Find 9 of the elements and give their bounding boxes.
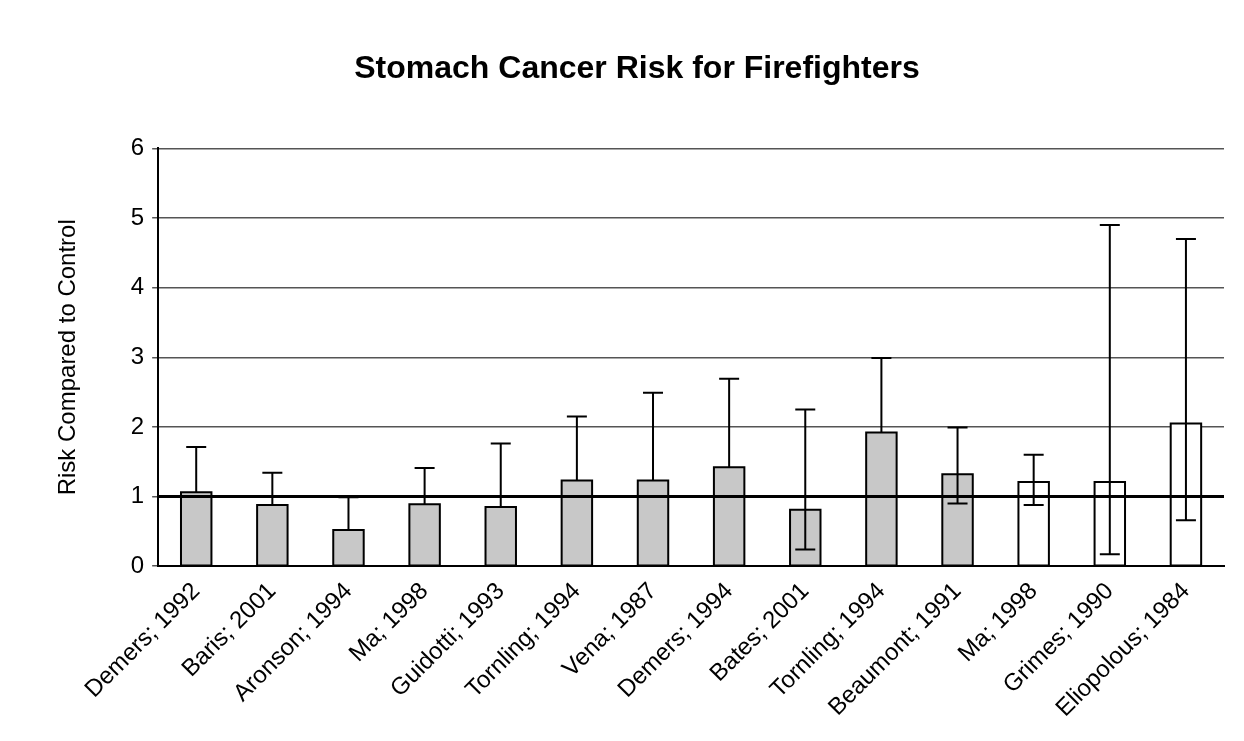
- chart-title: Stomach Cancer Risk for Firefighters: [354, 49, 920, 86]
- y-tick-label: 0: [130, 550, 145, 578]
- y-tick-label: 4: [130, 272, 145, 300]
- y-axis-title: Risk Compared to Control: [53, 219, 81, 496]
- y-tick-label: 1: [130, 481, 145, 509]
- y-tick-label: 3: [130, 341, 145, 369]
- y-tick-label: 6: [130, 133, 145, 161]
- y-tick-label: 5: [130, 202, 145, 230]
- y-tick-label: 2: [130, 411, 145, 439]
